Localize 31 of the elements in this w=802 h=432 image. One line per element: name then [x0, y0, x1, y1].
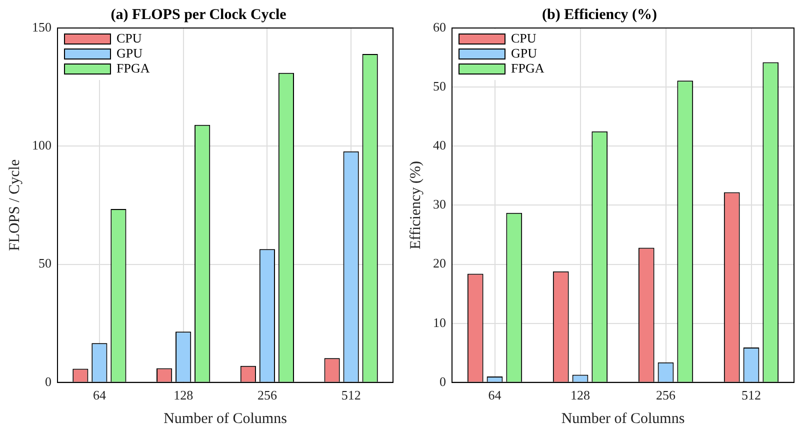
x-tick-label: 64	[488, 388, 502, 403]
legend-label: GPU	[116, 45, 144, 60]
x-tick-label: 256	[656, 388, 676, 403]
y-tick-label: 60	[433, 19, 446, 34]
y-tick-label: 100	[32, 138, 52, 153]
legend-label: FPGA	[511, 60, 545, 76]
legend-label: FPGA	[116, 60, 150, 76]
x-axis-title: Number of Columns	[561, 410, 685, 427]
y-tick-label: 50	[433, 78, 446, 94]
legend-label: CPU	[511, 30, 537, 46]
y-tick-label: 150	[32, 19, 52, 34]
y-axis-title: Efficiency (%)	[408, 160, 424, 250]
chart-title: (b) Efficiency (%)	[542, 6, 657, 23]
chart-title: (a) FLOPS per Clock Cycle	[110, 6, 287, 23]
y-tick-label: 40	[433, 138, 446, 153]
y-tick-label: 10	[433, 314, 446, 330]
x-tick-label: 512	[742, 388, 761, 403]
y-tick-label: 30	[433, 196, 446, 212]
x-axis-title: Number of Columns	[164, 410, 288, 427]
x-tick-label: 128	[174, 388, 194, 403]
x-tick-label: 512	[341, 388, 361, 403]
y-tick-label: 50	[38, 256, 52, 271]
x-tick-label: 64	[92, 388, 106, 403]
y-tick-label: 0	[45, 374, 52, 389]
x-tick-label: 256	[257, 388, 278, 403]
legend-label: CPU	[116, 30, 142, 46]
legend-label: GPU	[511, 45, 538, 60]
y-tick-label: 0	[440, 374, 446, 389]
y-tick-label: 20	[433, 256, 446, 271]
y-axis-title: FLOPS / Cycle	[6, 159, 23, 252]
x-tick-label: 128	[570, 388, 590, 403]
